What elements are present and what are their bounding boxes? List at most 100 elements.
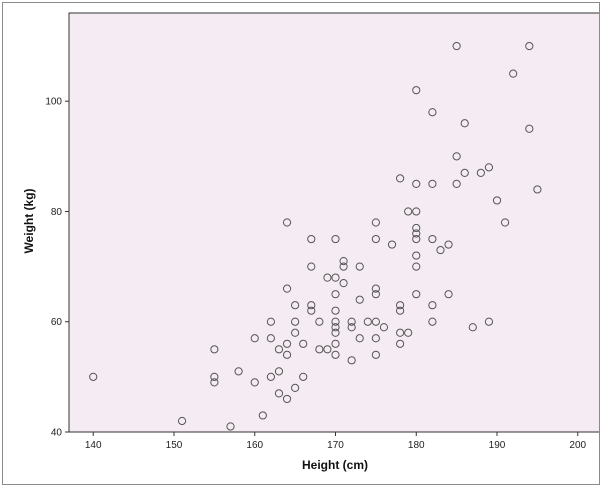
data-point: [234, 367, 243, 376]
data-point: [484, 163, 494, 172]
data-point: [323, 345, 332, 354]
y-tick-label: 80: [51, 207, 63, 218]
data-point: [282, 218, 292, 227]
data-point: [428, 234, 437, 244]
x-axis-ticks: 140 150 160 170 180 190 200: [85, 432, 587, 451]
x-axis-title: Height (cm): [302, 458, 368, 472]
data-point: [282, 339, 292, 348]
data-point: [323, 273, 332, 282]
data-point: [371, 290, 380, 299]
scatter-chart: 140 150 160 170 180 190 200 40 60 80 100 Height (…: [22, 12, 599, 472]
data-point: [331, 339, 340, 348]
data-point: [355, 295, 364, 304]
data-point: [250, 334, 259, 343]
data-point: [412, 86, 421, 95]
data-point: [452, 152, 461, 161]
data-point: [89, 372, 98, 381]
data-point: [282, 394, 292, 404]
data-point: [291, 328, 300, 337]
x-tick-label: 160: [246, 440, 263, 451]
data-point: [412, 290, 421, 299]
data-point: [274, 345, 284, 354]
data-point: [404, 328, 413, 337]
data-point: [315, 317, 324, 326]
data-point: [412, 229, 421, 238]
data-point: [347, 356, 356, 365]
data-point: [387, 240, 397, 249]
data-point: [412, 223, 421, 233]
data-point: [396, 339, 405, 348]
y-axis-ticks: 40 60 80 100: [45, 97, 69, 439]
data-point: [274, 367, 284, 376]
data-point: [500, 218, 510, 227]
data-point: [331, 234, 340, 244]
data-point: [210, 372, 219, 381]
data-point: [428, 317, 437, 326]
x-tick-label: 180: [408, 440, 425, 451]
x-tick-label: 190: [489, 440, 506, 451]
data-point: [355, 262, 364, 271]
data-point: [250, 378, 259, 387]
data-point: [307, 262, 316, 271]
data-point: [210, 345, 219, 354]
data-point: [307, 301, 316, 310]
data-point: [428, 179, 437, 189]
y-tick-label: 100: [45, 97, 62, 108]
data-point: [412, 234, 421, 244]
data-point: [396, 328, 405, 337]
data-point: [282, 284, 292, 293]
data-point: [428, 108, 437, 117]
data-point: [266, 317, 275, 326]
data-point: [291, 301, 300, 310]
x-tick-label: 170: [327, 440, 344, 451]
data-point: [452, 179, 461, 189]
x-tick-label: 200: [569, 440, 586, 451]
data-point: [299, 372, 308, 381]
data-point: [396, 301, 405, 310]
data-point: [258, 411, 267, 420]
data-point: [371, 218, 380, 227]
data-point: [371, 350, 380, 359]
data-point: [347, 317, 356, 326]
data-point: [266, 372, 275, 381]
data-point: [396, 306, 405, 315]
data-point: [428, 301, 437, 310]
data-point: [331, 317, 340, 326]
data-point: [525, 41, 534, 51]
data-points: [89, 41, 542, 431]
data-point: [444, 240, 453, 249]
data-point: [299, 339, 308, 348]
data-point: [412, 251, 421, 260]
data-point: [371, 317, 380, 326]
data-point: [371, 334, 380, 343]
data-point: [266, 334, 275, 343]
data-point: [412, 207, 421, 216]
data-point: [412, 179, 421, 189]
data-point: [339, 279, 348, 288]
data-point: [379, 323, 389, 332]
x-tick-label: 140: [85, 440, 102, 451]
data-point: [404, 207, 413, 216]
data-point: [460, 168, 469, 177]
data-point: [331, 273, 340, 282]
plot-area: [68, 12, 599, 433]
data-point: [177, 416, 187, 426]
data-point: [533, 185, 542, 194]
data-point: [396, 174, 405, 183]
data-point: [331, 323, 340, 332]
data-point: [484, 317, 494, 326]
data-point: [363, 317, 372, 326]
data-point: [412, 262, 421, 271]
data-point: [460, 119, 469, 128]
data-point: [452, 41, 461, 51]
data-point: [339, 262, 348, 271]
data-point: [331, 290, 340, 299]
data-point: [371, 284, 380, 293]
data-point: [331, 328, 340, 337]
data-point: [331, 306, 340, 315]
x-tick-label: 150: [166, 440, 183, 451]
y-tick-label: 40: [51, 428, 63, 439]
data-point: [315, 345, 324, 354]
data-point: [492, 196, 502, 205]
